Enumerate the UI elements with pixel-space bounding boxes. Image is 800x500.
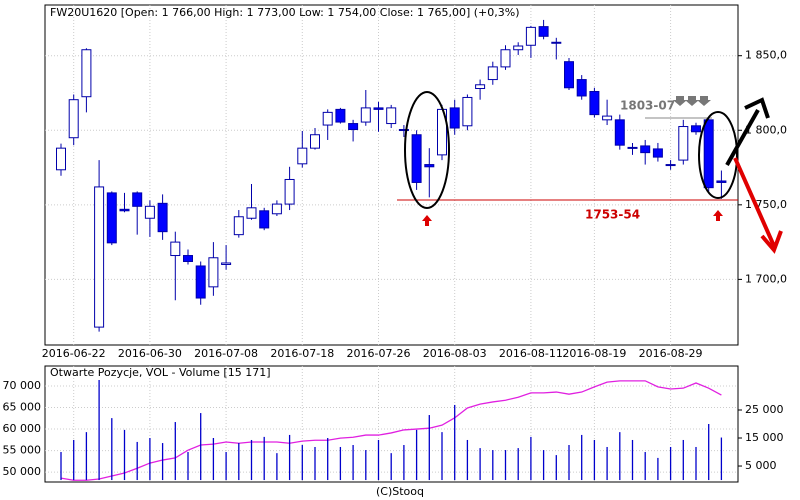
candle-body [691,125,701,133]
up-arrow [713,210,723,221]
x-tick-label: 2016-06-22 [42,347,106,360]
candle-body [56,147,66,171]
candle-body [678,126,689,161]
y-tick-label: 65 000 [3,401,42,414]
candle-body [360,107,371,123]
candle-body [183,255,193,262]
candle-body [449,107,460,129]
ellipse [404,91,450,209]
x-tick-label: 2016-07-08 [194,347,258,360]
candle-body [68,99,79,139]
x-tick-label: 2016-08-19 [562,347,626,360]
volume-title: Otwarte Pozycje, VOL - Volume [15 171] [50,366,271,379]
y-tick-label: 1 700,0 [745,272,787,285]
candle-body [94,186,105,328]
trend-arrow [733,157,783,254]
y2-tick-label: 15 000 [745,431,784,444]
candle-body [424,164,435,168]
candle-body [106,192,117,244]
candle-body [233,216,244,236]
x-tick-label: 2016-08-11 [499,347,563,360]
candle-body [322,111,333,126]
trend-arrow [725,97,770,166]
y-tick-label: 60 000 [3,422,42,435]
candle-body [271,203,282,215]
annotation: 1753-54 [585,208,640,222]
candle-body [386,107,397,125]
candle-body [513,45,524,51]
candle-body [652,148,663,158]
ellipse [698,111,738,199]
candle-body [564,61,574,89]
candle-body [335,108,346,123]
candle-body [195,265,206,299]
x-tick-label: 2016-07-26 [347,347,411,360]
candle-body [132,192,143,207]
candle-body [538,26,549,37]
candle-body [348,123,359,131]
x-tick-label: 2016-08-29 [639,347,703,360]
y2-tick-label: 25 000 [745,403,784,416]
candle-body [500,49,511,68]
candle-body [411,134,422,183]
annotation: 1803-07 [620,99,675,113]
candle-body [221,262,232,265]
plot-layer: 1 700,0 1 750,0 1 800,0 1 850,0 2016-06-22 20… [3,5,787,482]
x-tick-label: 2016-08-03 [423,347,487,360]
candle-body [551,41,562,44]
open-interest-line [60,380,722,481]
candle-body [373,107,384,110]
candle-body [487,66,498,81]
chart-title: FW20U1620 [Open: 1 766,00 High: 1 773,00… [50,6,520,19]
x-tick-label: 2016-06-30 [118,347,182,360]
candle-body [462,96,473,127]
candle-body [297,147,308,165]
candle-body [208,257,219,288]
candle-body [246,207,257,219]
candle-body [576,79,587,97]
y-tick-label: 1 800,0 [745,123,787,136]
candle-body [81,49,92,98]
candle-body [703,119,714,189]
y-tick-label: 1 850,0 [745,49,787,62]
candle-body [525,26,536,46]
up-arrow [422,215,432,226]
footer: (C)Stooq [376,485,424,498]
candle-body [665,164,676,167]
candle-body [144,205,155,219]
candle-body [640,145,651,154]
candle-body [284,178,295,205]
price-panel [44,4,739,346]
y2-tick-label: 5 000 [745,459,777,472]
candle-body [716,180,727,183]
candle-body [627,146,638,149]
down-arrows [673,96,711,106]
candle-body [602,115,613,121]
candle-body [589,90,600,116]
candle-body [310,134,320,149]
candle-body [475,84,486,90]
candle-body [614,119,625,146]
candle-body [259,210,270,229]
candle-body [170,241,181,257]
candle-body [398,129,409,132]
candle-body [157,202,168,233]
candle-body [119,208,130,212]
y-tick-label: 70 000 [3,379,42,392]
x-tick-label: 2016-07-18 [270,347,334,360]
y-tick-label: 50 000 [3,465,42,478]
y-tick-label: 1 750,0 [745,198,787,211]
y-tick-label: 55 000 [3,444,42,457]
